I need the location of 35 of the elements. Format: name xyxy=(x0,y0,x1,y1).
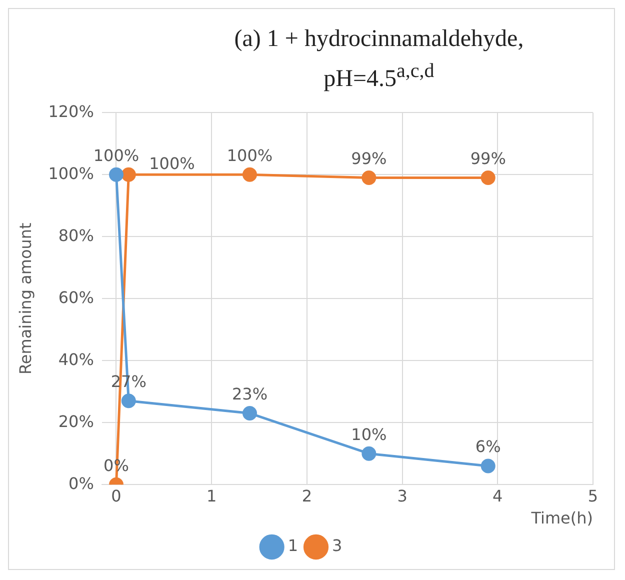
x-tick-label: 4 xyxy=(492,486,503,506)
x-tick-label: 3 xyxy=(397,486,408,506)
y-tick-label: 120% xyxy=(48,102,94,121)
point xyxy=(242,406,257,421)
point xyxy=(362,170,376,185)
y-tick-label: 0% xyxy=(68,474,94,493)
chart-title: (a) 1 + hydrocinnamaldehyde, pH=4.5$^{a,c,d}$ xyxy=(233,25,525,94)
data-label: 100% xyxy=(226,146,273,165)
point xyxy=(121,394,136,408)
y-tick-label: 100% xyxy=(48,164,94,183)
data-label: 10% xyxy=(351,424,387,444)
data-label: 99% xyxy=(470,148,506,168)
data-label: 6% xyxy=(475,437,501,456)
x-tick-label: 2 xyxy=(302,486,312,506)
data-label: 100% xyxy=(93,146,140,165)
point xyxy=(108,167,124,182)
y-tick-label: 40% xyxy=(58,350,94,369)
y-tick-label: 80% xyxy=(58,226,94,245)
x-axis-title: Time(h) xyxy=(530,508,593,528)
point xyxy=(480,458,496,474)
point xyxy=(121,167,136,182)
data-label: 23% xyxy=(232,384,268,404)
legend-label: 1 xyxy=(288,536,298,556)
point xyxy=(480,170,496,185)
x-tick-label: 5 xyxy=(588,486,598,506)
x-tick-label: 1 xyxy=(206,486,217,506)
y-axis-title: Remaining amount xyxy=(16,222,35,374)
legend-label: 3 xyxy=(332,536,342,556)
y-tick-label: 60% xyxy=(58,288,94,307)
point xyxy=(362,446,376,461)
y-tick-label: 20% xyxy=(58,412,94,431)
data-label: 100% xyxy=(149,154,195,173)
data-label: 99% xyxy=(351,148,387,168)
x-tick-label: 0 xyxy=(111,486,122,506)
point xyxy=(242,167,257,182)
